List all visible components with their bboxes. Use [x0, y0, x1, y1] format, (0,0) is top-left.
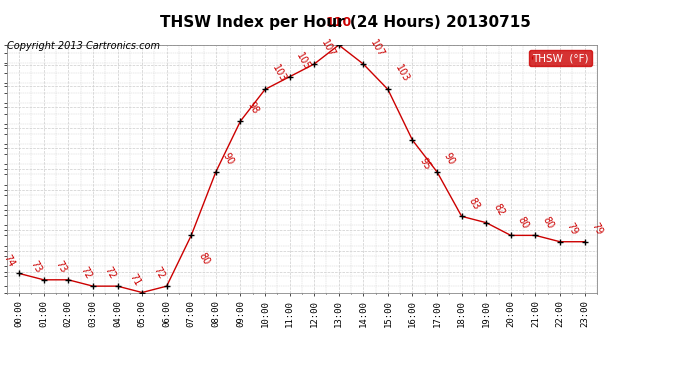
- Text: 103: 103: [393, 63, 411, 84]
- Text: 90: 90: [221, 151, 235, 167]
- Text: 82: 82: [491, 202, 506, 217]
- Text: 80: 80: [515, 215, 531, 230]
- Text: 107: 107: [368, 38, 386, 59]
- Text: 98: 98: [246, 100, 260, 116]
- Text: 72: 72: [103, 265, 117, 281]
- Text: 79: 79: [589, 221, 604, 237]
- Text: 73: 73: [54, 259, 68, 275]
- Text: 90: 90: [442, 151, 457, 167]
- Legend: THSW  (°F): THSW (°F): [529, 50, 591, 66]
- Text: 80: 80: [196, 251, 211, 267]
- Text: 72: 72: [78, 265, 93, 281]
- Text: THSW Index per Hour (24 Hours) 20130715: THSW Index per Hour (24 Hours) 20130715: [159, 15, 531, 30]
- Text: 80: 80: [540, 215, 555, 230]
- Text: Copyright 2013 Cartronics.com: Copyright 2013 Cartronics.com: [7, 41, 160, 51]
- Text: 107: 107: [319, 38, 337, 59]
- Text: 95: 95: [417, 156, 432, 172]
- Text: 72: 72: [152, 265, 167, 281]
- Text: 83: 83: [466, 196, 482, 211]
- Text: 73: 73: [29, 259, 43, 275]
- Text: 74: 74: [2, 253, 17, 268]
- Text: 71: 71: [127, 272, 142, 287]
- Text: 79: 79: [565, 221, 580, 237]
- Text: 105: 105: [295, 51, 313, 72]
- Text: 103: 103: [270, 63, 288, 84]
- Text: 110: 110: [326, 16, 352, 29]
